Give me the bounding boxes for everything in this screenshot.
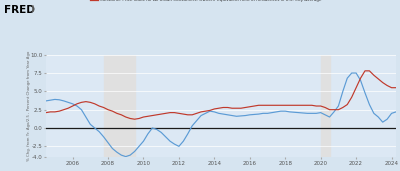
- Y-axis label: % Chg. from Yr. Ago/2.5 , Percent Change from Year Ago: % Chg. from Yr. Ago/2.5 , Percent Change…: [27, 51, 31, 161]
- Text: FRED: FRED: [4, 5, 35, 15]
- Legend: Purchase Only House Price Index for the United States/2.5, Consumer Price Index : Purchase Only House Price Index for the …: [90, 0, 321, 2]
- Text: ‖: ‖: [29, 5, 34, 12]
- Bar: [321, 55, 330, 157]
- Bar: [104, 55, 135, 157]
